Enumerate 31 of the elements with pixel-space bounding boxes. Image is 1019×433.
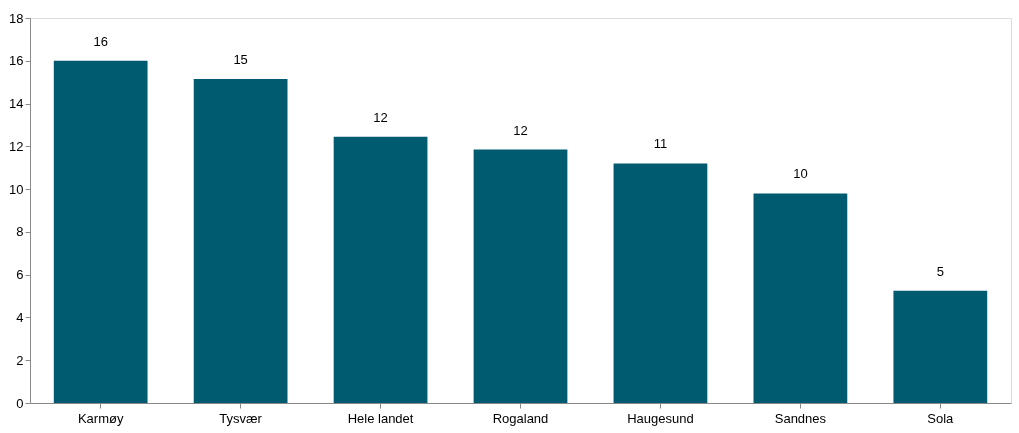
bar <box>473 149 568 403</box>
bar <box>53 60 148 403</box>
y-tick-label: 4 <box>16 309 24 325</box>
y-tick-label: 6 <box>16 267 24 283</box>
x-tick-label: Haugesund <box>627 410 694 426</box>
data-label: 12 <box>373 109 388 125</box>
bar <box>613 163 708 403</box>
y-tick-label: 18 <box>9 10 24 26</box>
y-tick-label: 8 <box>16 224 24 240</box>
bar <box>193 78 288 403</box>
bar <box>893 290 988 403</box>
data-label: 12 <box>513 122 528 138</box>
bar <box>333 136 428 403</box>
y-tick-label: 16 <box>9 53 24 69</box>
data-label: 5 <box>936 263 944 279</box>
bar <box>753 193 848 403</box>
y-tick-label: 0 <box>16 395 24 411</box>
x-tick-label: Rogaland <box>492 410 549 426</box>
x-tick-label: Tysvær <box>219 410 263 426</box>
x-tick-label: Hele landet <box>347 410 414 426</box>
data-label: 15 <box>233 51 248 67</box>
data-label: 16 <box>93 33 108 49</box>
data-label: 10 <box>793 166 808 182</box>
x-tick-label: Sola <box>927 410 955 426</box>
x-tick-label: Sandnes <box>774 410 827 426</box>
y-tick-label: 10 <box>9 181 24 197</box>
x-tick-label: Karmøy <box>77 410 124 426</box>
data-label: 11 <box>653 136 668 152</box>
y-tick-label: 14 <box>9 96 24 112</box>
y-tick-label: 2 <box>16 352 24 368</box>
y-tick-label: 12 <box>9 138 24 154</box>
